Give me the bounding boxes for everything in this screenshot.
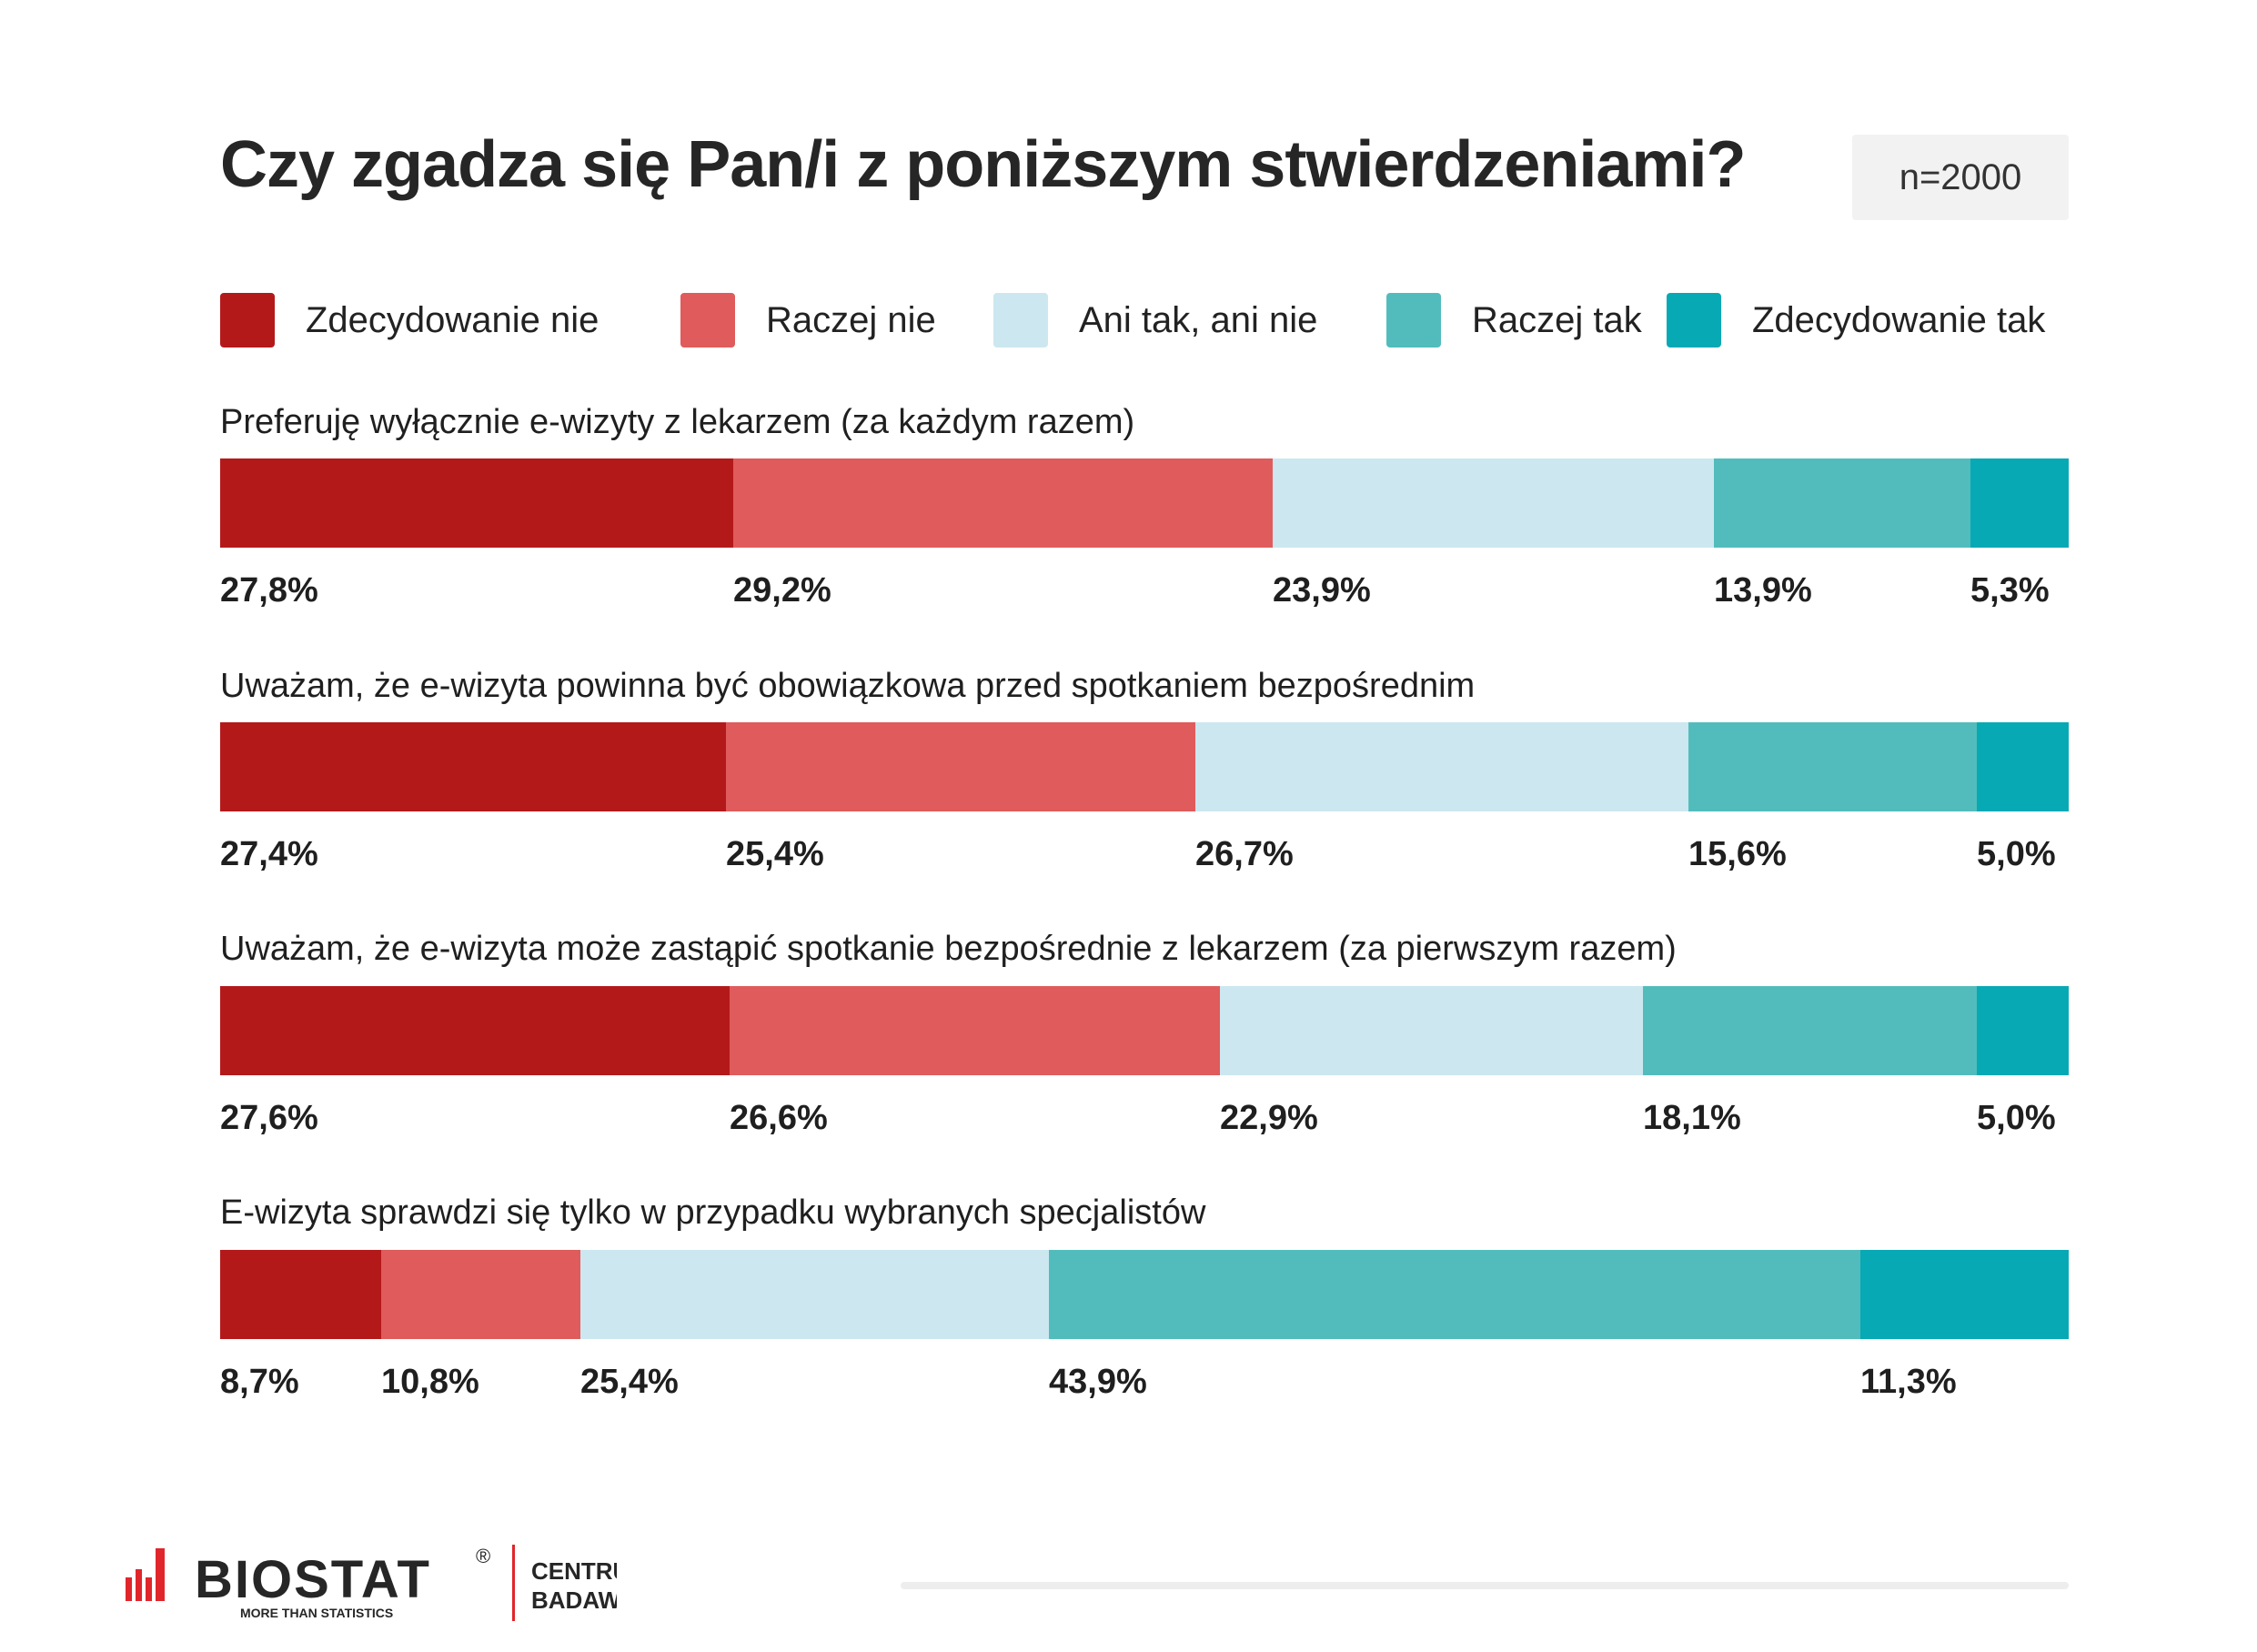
bar-segment (1688, 722, 1977, 811)
legend-label: Ani tak, ani nie (1079, 299, 1318, 340)
statement-label: Uważam, że e-wizyta powinna być obowiązk… (220, 667, 1476, 705)
value-label: 18,1% (1643, 1099, 1741, 1137)
logo-divider (512, 1545, 515, 1621)
bar-segment (1049, 1250, 1860, 1339)
chart-title: Czy zgadza się Pan/i z poniższym stwierd… (220, 128, 1746, 201)
biostat-logo: BIOSTAT ® MORE THAN STATISTICS CENTRUM B… (126, 1543, 839, 1625)
statement-label: E-wizyta sprawdzi się tylko w przypadku … (220, 1194, 1206, 1232)
legend-item: Zdecydowanie tak (1667, 293, 2045, 348)
stacked-bar (220, 458, 2069, 548)
stacked-bar (220, 722, 2069, 811)
value-label: 5,3% (1970, 571, 2050, 609)
bar-segment (220, 458, 733, 548)
footer-divider-line (901, 1582, 2069, 1589)
legend-swatch (993, 293, 1048, 348)
value-label: 15,6% (1688, 835, 1787, 873)
value-label: 5,0% (1977, 1099, 2056, 1137)
legend-swatch (220, 293, 275, 348)
legend-swatch (1667, 293, 1721, 348)
stacked-bar (220, 1250, 2069, 1339)
legend-item: Raczej nie (680, 293, 936, 348)
value-label: 27,8% (220, 571, 318, 609)
legend-label: Raczej tak (1472, 299, 1642, 340)
bar-segment (220, 722, 726, 811)
statement-label: Uważam, że e-wizyta może zastąpić spotka… (220, 930, 1677, 968)
bar-segment (1977, 722, 2069, 811)
brand-tagline: MORE THAN STATISTICS (240, 1606, 393, 1620)
bar-segment (733, 458, 1273, 548)
value-label: 22,9% (1220, 1099, 1318, 1137)
value-label: 26,6% (730, 1099, 828, 1137)
legend-label: Raczej nie (766, 299, 936, 340)
value-label: 26,7% (1195, 835, 1294, 873)
bar-chart-logo-icon (126, 1548, 165, 1601)
bar-segment (1643, 986, 1977, 1075)
bar-segment (220, 1250, 381, 1339)
value-label: 8,7% (220, 1363, 299, 1401)
value-label: 25,4% (726, 835, 824, 873)
legend-item: Raczej tak (1386, 293, 1642, 348)
legend-label: Zdecydowanie nie (306, 299, 600, 340)
registered-mark: ® (476, 1545, 490, 1567)
bar-segment (1195, 722, 1688, 811)
legend-item: Zdecydowanie nie (220, 293, 599, 348)
bar-segment (580, 1250, 1049, 1339)
value-label: 5,0% (1977, 835, 2056, 873)
bar-segment (730, 986, 1220, 1075)
value-label: 43,9% (1049, 1363, 1147, 1401)
value-label: 27,6% (220, 1099, 318, 1137)
center-line-2: BADAWCZO-ROZWOJOWE (531, 1587, 617, 1614)
legend-swatch (680, 293, 735, 348)
sample-size-badge: n=2000 (1852, 135, 2069, 220)
legend-item: Ani tak, ani nie (993, 293, 1317, 348)
legend-swatch (1386, 293, 1441, 348)
center-line-1: CENTRUM (531, 1557, 617, 1585)
legend-label: Zdecydowanie tak (1752, 299, 2046, 340)
bar-segment (220, 986, 730, 1075)
bar-segment (1977, 986, 2069, 1075)
bar-segment (1860, 1250, 2069, 1339)
bar-segment (1714, 458, 1970, 548)
value-label: 11,3% (1860, 1363, 1957, 1401)
value-label: 13,9% (1714, 571, 1812, 609)
bar-segment (1970, 458, 2069, 548)
bar-segment (726, 722, 1195, 811)
bar-segment (1273, 458, 1714, 548)
stacked-bar (220, 986, 2069, 1075)
value-label: 27,4% (220, 835, 318, 873)
statement-label: Preferuję wyłącznie e-wizyty z lekarzem … (220, 403, 1135, 441)
value-label: 10,8% (381, 1363, 479, 1401)
value-label: 25,4% (580, 1363, 679, 1401)
value-label: 23,9% (1273, 571, 1371, 609)
brand-name: BIOSTAT (195, 1550, 431, 1609)
bar-segment (1220, 986, 1643, 1075)
bar-segment (381, 1250, 580, 1339)
value-label: 29,2% (733, 571, 831, 609)
